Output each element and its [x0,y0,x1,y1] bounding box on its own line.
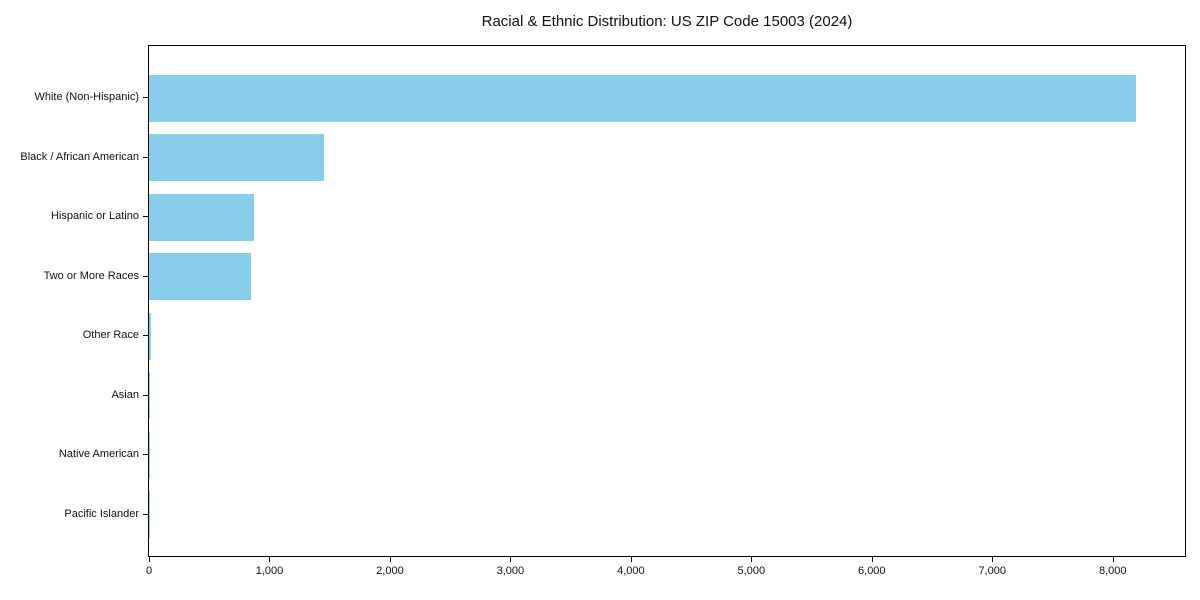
x-tick-mark [992,557,994,562]
bar-hispanic-or-latino [149,193,255,241]
y-tick-mark [143,335,148,336]
chart-title: Racial & Ethnic Distribution: US ZIP Cod… [481,13,853,30]
y-tick-label-white-non-hispanic: White (Non-Hispanic) [34,91,139,103]
y-tick-label-two-or-more-races: Two or More Races [43,269,139,282]
bar-two-or-more-races [149,253,251,300]
y-tick-label-black-african-american: Black / African American [20,150,139,163]
bar-asian [149,372,150,419]
x-tick-mark [510,557,512,562]
x-tick-label-3000: 3,000 [496,565,525,577]
y-tick-mark [143,454,148,455]
y-tick-mark [143,275,148,277]
x-tick-label-2000: 2,000 [376,565,404,577]
y-tick-label-hispanic-or-latino: Hispanic or Latino [50,210,139,222]
y-tick-label-other-race: Other Race [82,329,139,341]
x-tick-mark [389,557,391,562]
x-tick-mark [871,557,873,562]
y-tick-mark [143,97,148,98]
x-tick-mark [269,557,271,562]
y-tick-mark [143,216,148,217]
x-tick-mark [630,557,632,562]
x-tick-mark [751,557,753,562]
x-tick-label-4000: 4,000 [617,565,645,577]
x-tick-label-5000: 5,000 [737,565,766,577]
y-tick-mark [143,394,148,396]
x-tick-label-0: 0 [145,565,153,577]
x-tick-label-1000: 1,000 [255,565,284,577]
bar-white-non-hispanic [149,74,1136,122]
y-tick-label-pacific-islander: Pacific Islander [64,507,139,520]
x-tick-label-8000: 8,000 [1098,565,1127,577]
x-tick-label-7000: 7,000 [978,565,1007,577]
y-tick-label-asian: Asian [111,388,139,401]
x-tick-mark [1112,557,1114,562]
plot-area [148,45,1186,557]
x-tick-label-6000: 6,000 [858,565,886,577]
bar-other-race [149,312,151,360]
bar-black-african-american [149,134,324,181]
y-tick-mark [143,513,148,515]
x-tick-mark [149,557,150,562]
y-tick-mark [143,156,148,158]
y-tick-label-native-american: Native American [58,448,139,460]
